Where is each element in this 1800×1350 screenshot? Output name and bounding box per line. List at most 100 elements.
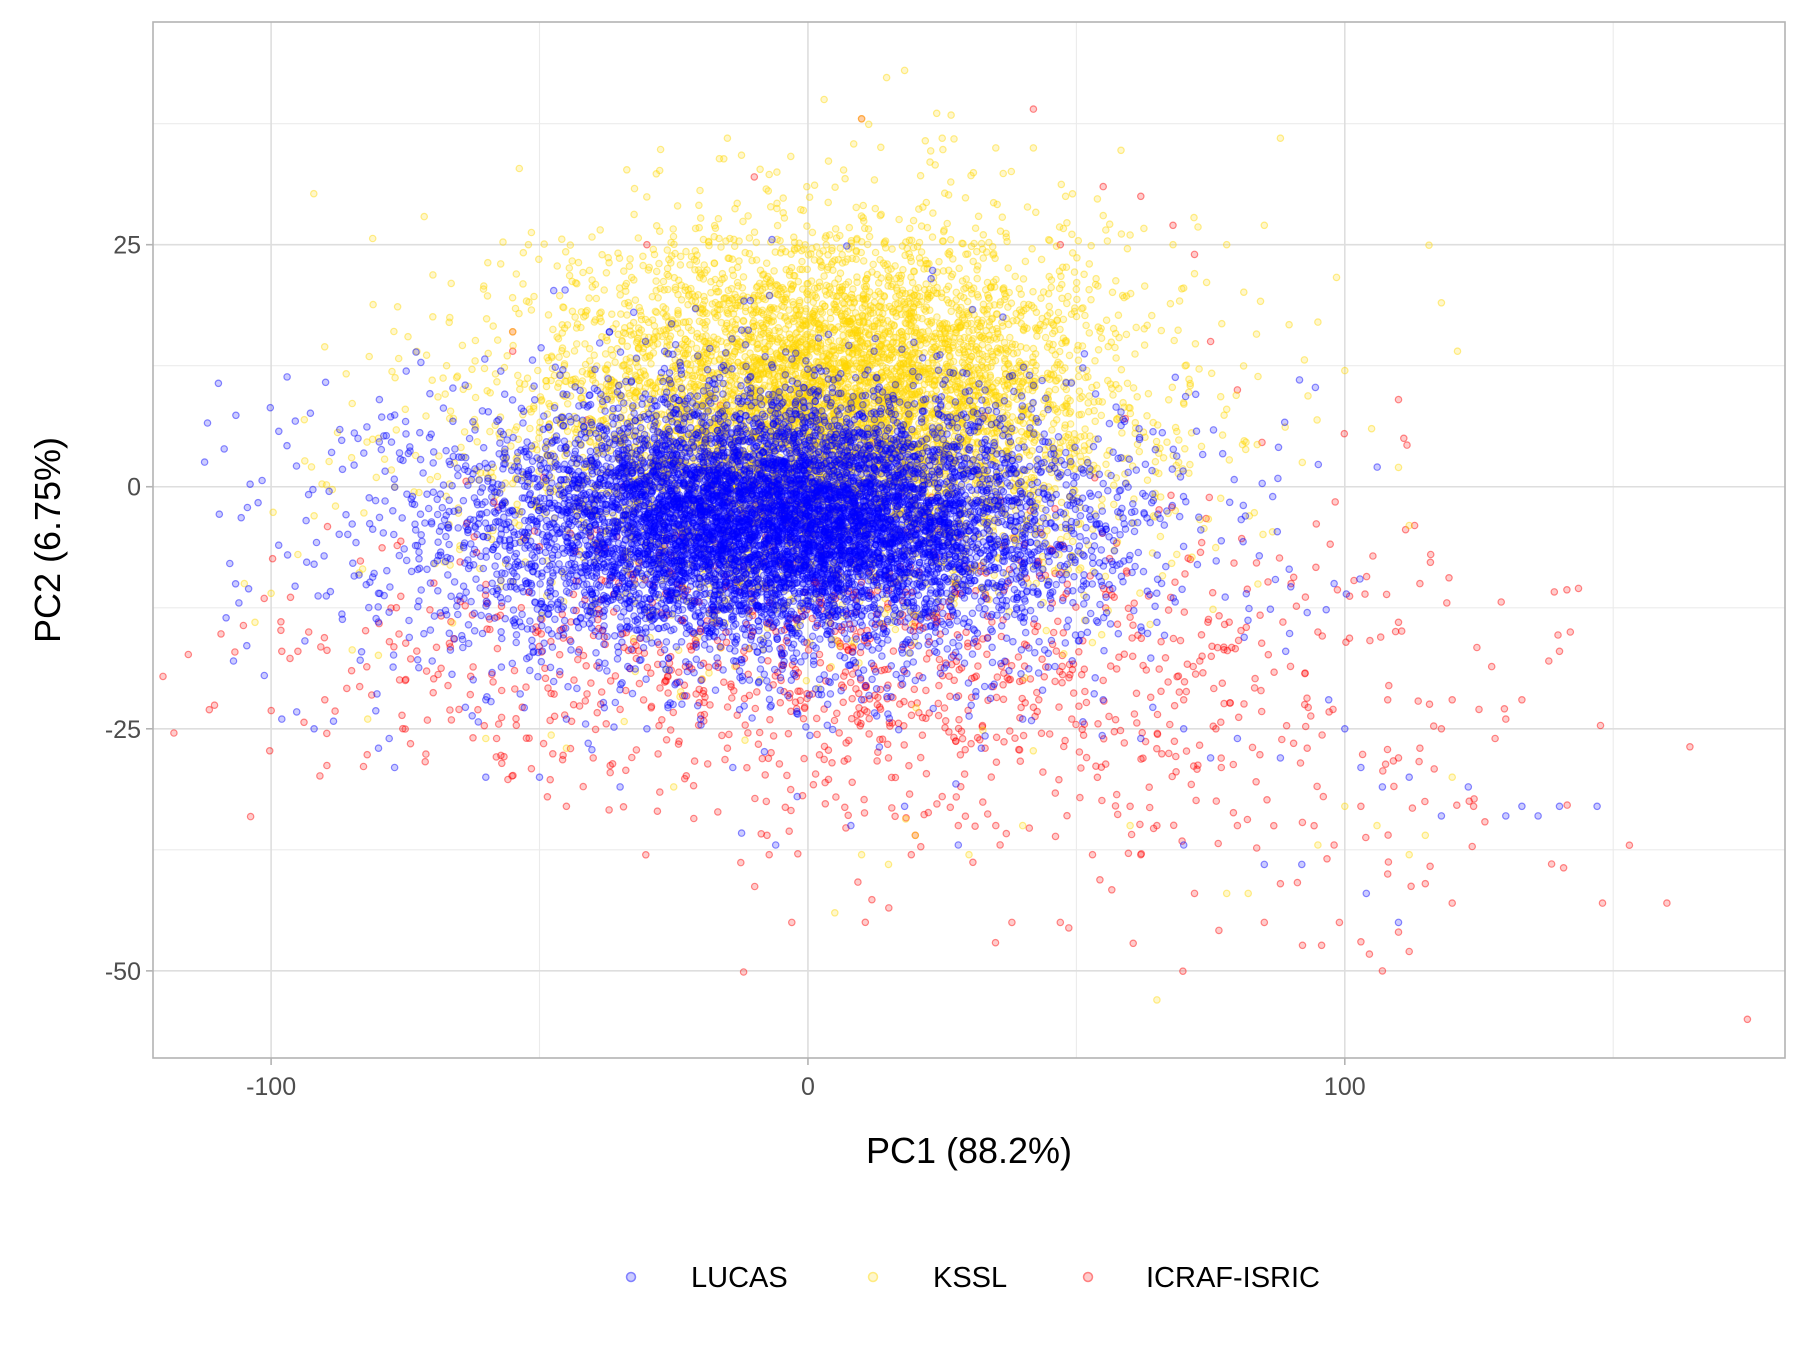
point-kssl [933,313,941,321]
point-icraf-isric [905,790,914,798]
point-icraf-isric [1318,731,1326,739]
point-kssl [655,259,663,268]
point-icraf-isric [1126,613,1134,622]
point-icraf-isric [1020,640,1029,649]
point-icraf-isric [999,695,1008,704]
point-icraf-isric [1314,628,1322,636]
point-icraf-isric [800,754,808,763]
point-icraf-isric [949,651,958,660]
point-icraf-isric [1256,750,1264,759]
point-kssl [1140,282,1149,290]
point-kssl [601,350,610,358]
point-icraf-isric [437,664,445,673]
point-icraf-isric [1312,563,1320,572]
point-icraf-isric [1237,534,1246,543]
point-kssl [565,264,574,272]
point-icraf-isric [820,742,829,751]
point-icraf-isric [840,803,849,812]
point-icraf-isric [474,705,482,714]
point-kssl [841,174,849,183]
point-icraf-isric [1129,939,1138,948]
point-kssl [750,228,759,237]
point-icraf-isric [480,721,489,730]
point-icraf-isric [1051,832,1060,841]
point-icraf-isric [1195,741,1204,750]
point-icraf-isric [895,700,904,708]
point-icraf-isric [695,685,704,694]
point-icraf-isric [497,686,506,695]
point-icraf-isric [1113,620,1122,629]
point-icraf-isric [1167,491,1175,500]
point-icraf-isric [736,858,745,867]
point-kssl [802,676,811,685]
point-icraf-isric [512,714,520,723]
point-icraf-isric [1077,764,1085,772]
point-icraf-isric [863,638,872,647]
point-icraf-isric [992,758,1001,767]
point-icraf-isric [1033,707,1042,716]
point-icraf-isric [811,770,820,778]
point-icraf-isric [1470,795,1478,803]
point-icraf-isric [1136,820,1144,829]
point-icraf-isric [1366,636,1374,645]
point-icraf-isric [841,668,850,676]
point-kssl [831,183,839,192]
point-icraf-isric [1215,926,1223,935]
point-icraf-isric [1169,221,1177,230]
point-icraf-isric [1296,759,1305,767]
point-icraf-isric [983,595,991,603]
point-kssl [578,377,587,385]
point-icraf-isric [486,625,494,634]
point-icraf-isric [570,676,578,684]
point-icraf-isric [444,681,452,690]
point-icraf-isric [1264,650,1273,659]
point-kssl [858,311,867,320]
point-icraf-isric [426,605,434,614]
point-icraf-isric [754,740,763,749]
point-icraf-isric [286,593,295,602]
point-icraf-isric [853,710,861,719]
point-icraf-isric [1230,559,1238,567]
point-icraf-isric [1365,950,1374,958]
point-icraf-isric [522,683,530,691]
point-kssl [574,258,583,267]
point-icraf-isric [1212,797,1221,805]
point-icraf-isric [619,802,628,811]
point-icraf-isric [1180,677,1189,686]
point-kssl [965,327,973,336]
point-icraf-isric [1093,773,1102,782]
point-icraf-isric [1204,615,1213,624]
point-icraf-isric [1218,679,1227,688]
point-icraf-isric [832,709,841,718]
point-icraf-isric [1039,768,1047,776]
point-icraf-isric [1092,762,1100,771]
point-icraf-isric [784,729,793,738]
point-icraf-isric [1081,687,1089,696]
point-icraf-isric [1326,540,1335,549]
point-icraf-isric [1161,653,1170,662]
point-kssl [852,203,861,212]
point-kssl [1178,284,1186,293]
point-kssl [969,257,978,266]
point-kssl [992,275,1000,284]
point-kssl [876,211,885,220]
point-icraf-isric [727,694,736,702]
point-icraf-isric [1263,795,1271,804]
point-icraf-isric [1126,802,1134,811]
point-icraf-isric [1175,688,1184,696]
point-icraf-isric [1116,726,1125,735]
point-kssl [798,257,806,266]
point-kssl [1085,392,1094,400]
point-kssl [696,214,705,222]
point-icraf-isric [1129,621,1137,630]
point-icraf-isric [938,792,947,801]
point-kssl [578,367,587,376]
point-icraf-isric [286,654,294,663]
point-icraf-isric [721,755,729,764]
point-icraf-isric [1217,718,1225,727]
point-icraf-isric [621,766,630,775]
point-kssl [1216,494,1225,503]
point-icraf-isric [1500,704,1509,713]
point-kssl [588,283,597,291]
point-icraf-isric [421,757,430,766]
